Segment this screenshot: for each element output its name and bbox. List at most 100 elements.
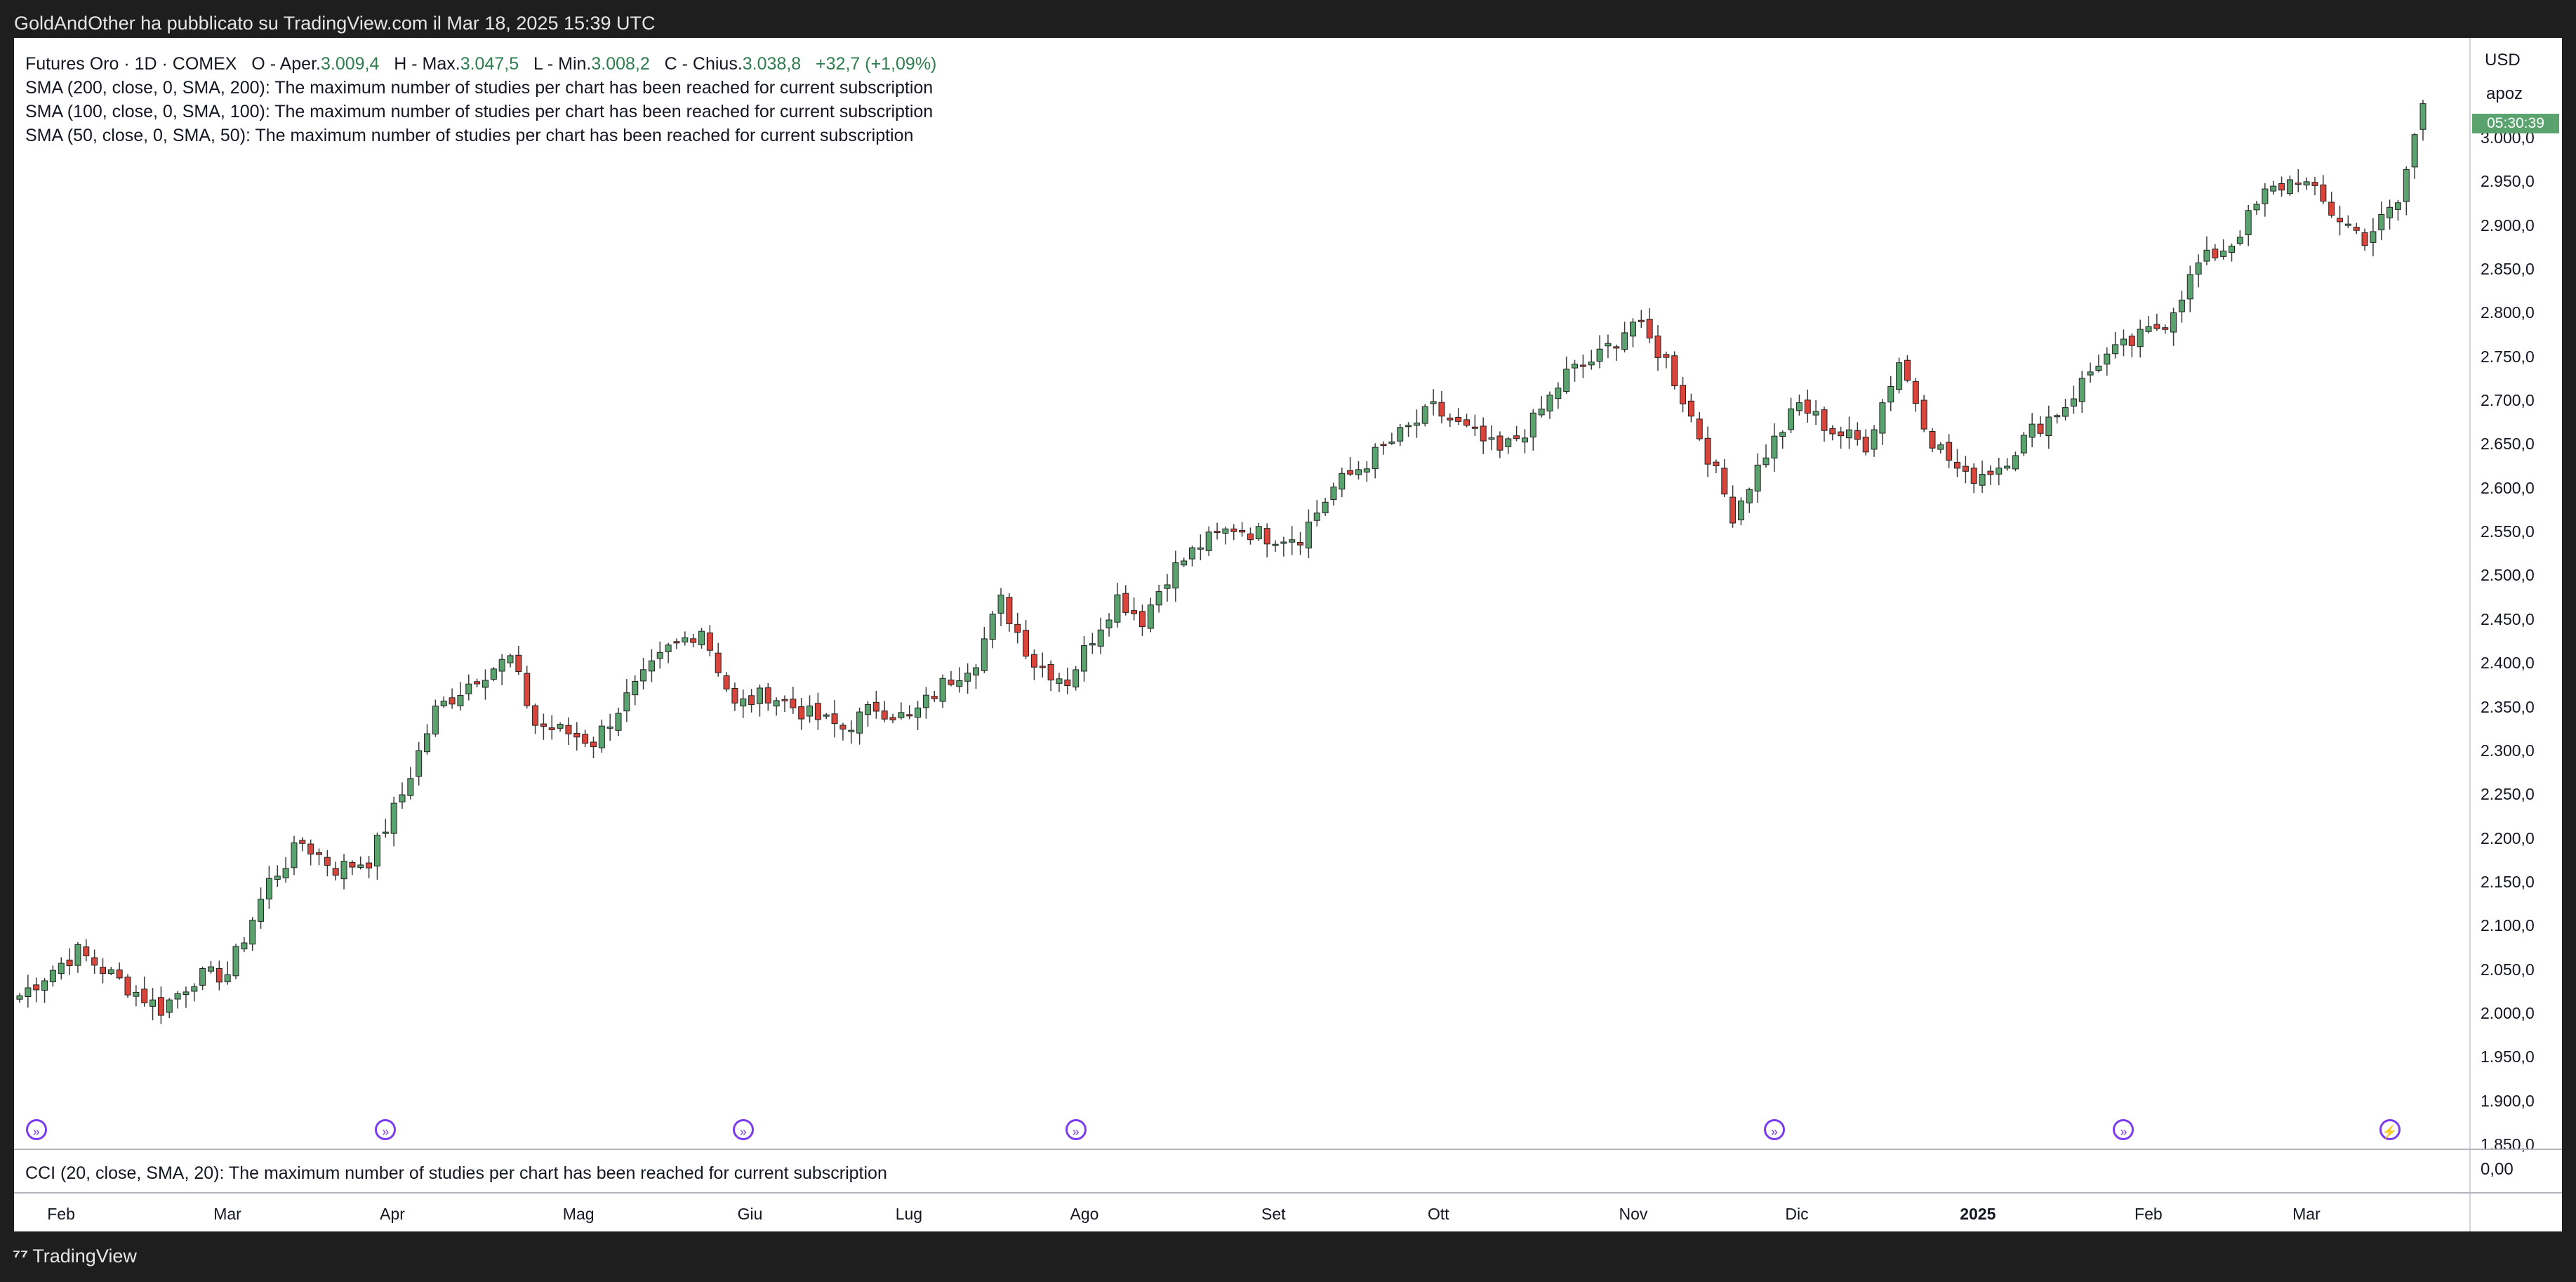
- candle-body-up: [2203, 249, 2210, 262]
- candle: [432, 699, 439, 737]
- candle-body-down: [1030, 654, 1037, 668]
- candle: [1979, 460, 1986, 493]
- candle-body-up: [856, 711, 863, 734]
- candle-body-up: [1197, 547, 1204, 550]
- candle: [150, 988, 157, 1021]
- event-marker-icon[interactable]: »: [1065, 1119, 1087, 1140]
- candle: [1047, 660, 1054, 692]
- study-sma50[interactable]: SMA (50, close, 0, SMA, 50): The maximum…: [25, 126, 914, 145]
- candle-body-up: [956, 680, 963, 687]
- candle: [524, 666, 531, 709]
- candle-body-down: [872, 701, 879, 712]
- candle-body-up: [2403, 168, 2410, 202]
- price-tick-label: 1.900,0: [2481, 1091, 2535, 1110]
- event-marker-icon[interactable]: »: [2113, 1119, 2135, 1140]
- tradingview-logo[interactable]: ⁷⁷ TradingView: [13, 1245, 137, 1267]
- candle-body-up: [1205, 531, 1212, 551]
- currency-label[interactable]: USD: [2485, 51, 2521, 70]
- candle-body-down: [1904, 359, 1911, 381]
- candle-body-down: [798, 706, 805, 720]
- candle: [1962, 456, 1969, 484]
- study-sma100[interactable]: SMA (100, close, 0, SMA, 100): The maxim…: [25, 102, 934, 121]
- time-tick-label: Feb: [47, 1205, 75, 1223]
- candle: [881, 701, 888, 722]
- price-tick-label: 2.450,0: [2481, 609, 2535, 628]
- candle-body-down: [790, 699, 797, 708]
- candle-body-up: [465, 683, 472, 694]
- candle: [49, 965, 56, 987]
- event-marker-icon[interactable]: ⚡: [2379, 1119, 2401, 1140]
- candle: [615, 707, 622, 736]
- candle-body-up: [1305, 521, 1312, 549]
- candle: [1680, 376, 1687, 413]
- event-marker-icon[interactable]: »: [1763, 1119, 1785, 1140]
- price-tick-label: 2.150,0: [2481, 872, 2535, 891]
- candle: [1488, 425, 1495, 451]
- study-sma200[interactable]: SMA (200, close, 0, SMA, 200): The maxim…: [25, 78, 934, 98]
- price-tick-label: 2.700,0: [2481, 391, 2535, 410]
- candle: [1838, 426, 1845, 449]
- candle: [2078, 371, 2085, 414]
- candle: [2145, 316, 2152, 334]
- candle-body-down: [673, 641, 680, 644]
- candle-body-up: [2220, 250, 2227, 257]
- candle: [582, 729, 589, 748]
- symbol-title[interactable]: Futures Oro · 1D · COMEX: [25, 54, 237, 74]
- candle-body-up: [1339, 473, 1346, 490]
- candle-body-up: [848, 729, 855, 732]
- candle: [1937, 442, 1944, 454]
- scale-mode-label[interactable]: apoz: [2486, 84, 2523, 103]
- candle: [249, 917, 256, 951]
- candle: [682, 631, 689, 646]
- footer-bar: [0, 1231, 2576, 1282]
- candle-body-up: [2062, 407, 2069, 417]
- candle-body-down: [1463, 419, 1470, 426]
- candle-body-up: [1996, 468, 2003, 475]
- candle-body-down: [781, 699, 788, 701]
- candle: [2170, 308, 2177, 346]
- candle-body-down: [748, 695, 755, 706]
- candle-body-up: [598, 725, 605, 748]
- candle-body-up: [1388, 441, 1395, 444]
- candle: [997, 588, 1004, 626]
- candle-body-up: [1563, 369, 1570, 392]
- candle: [1713, 459, 1720, 474]
- chart-legend: Futures Oro · 1D · COMEX O - Aper.3.009,…: [25, 52, 936, 147]
- candle: [1704, 426, 1711, 477]
- candle: [1438, 390, 1445, 424]
- candle: [1854, 422, 1861, 446]
- candle-body-down: [948, 680, 955, 685]
- price-panel[interactable]: [14, 38, 2469, 1149]
- candle-body-down: [1663, 354, 1670, 358]
- candle-body-down: [1297, 542, 1304, 546]
- candle-body-up: [1596, 348, 1603, 362]
- candle-body-up: [1538, 409, 1545, 416]
- price-axis[interactable]: [2469, 38, 2563, 1231]
- event-marker-icon[interactable]: »: [732, 1119, 754, 1140]
- candle-body-up: [864, 703, 871, 715]
- candle: [706, 625, 713, 656]
- price-tick-label: 2.000,0: [2481, 1003, 2535, 1022]
- event-marker-icon[interactable]: »: [375, 1119, 397, 1140]
- candle: [1347, 456, 1354, 476]
- candle: [756, 684, 763, 717]
- candle: [424, 724, 431, 755]
- candle-body-up: [274, 875, 281, 880]
- candle-body-down: [1704, 437, 1711, 465]
- candle-body-up: [224, 974, 231, 983]
- candle: [390, 796, 397, 847]
- candle: [2070, 385, 2077, 414]
- candle-body-up: [915, 707, 922, 718]
- cci-study-label[interactable]: CCI (20, close, SMA, 20): The maximum nu…: [25, 1163, 887, 1183]
- candle: [258, 887, 265, 929]
- candle-body-down: [91, 957, 98, 966]
- event-marker-icon[interactable]: »: [25, 1119, 47, 1140]
- candle: [2394, 199, 2401, 221]
- pane-separator[interactable]: [14, 1149, 2562, 1150]
- candle: [2278, 176, 2285, 197]
- candle-body-down: [731, 687, 738, 703]
- price-tick-label: 2.300,0: [2481, 741, 2535, 760]
- candle-body-up: [241, 942, 248, 950]
- candle-body-down: [1047, 663, 1054, 681]
- candle: [1413, 409, 1420, 438]
